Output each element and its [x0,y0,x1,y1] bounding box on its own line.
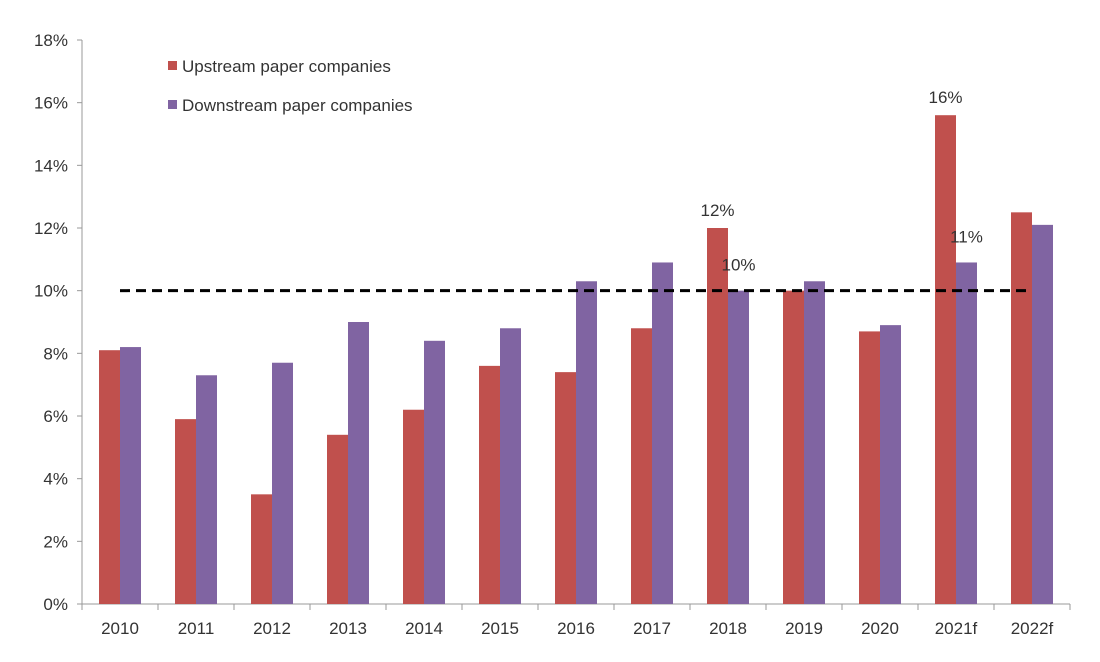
bar-downstream [576,281,597,604]
bar-downstream [1032,224,1053,604]
y-tick-label: 16% [34,94,68,113]
data-label: 10% [721,256,755,275]
bar-downstream [196,375,217,604]
bar-upstream [1011,212,1032,605]
bar-downstream [880,325,901,604]
bar-upstream [327,434,348,604]
bar-downstream [348,322,369,604]
x-tick-label: 2020 [861,619,899,638]
y-tick-label: 2% [43,532,68,551]
bar-downstream [956,262,977,604]
x-tick-label: 2016 [557,619,595,638]
y-tick-label: 0% [43,595,68,614]
y-tick-label: 18% [34,31,68,50]
bar-downstream [120,347,141,604]
bar-upstream [707,228,728,604]
data-label: 12% [700,201,734,220]
legend-label: Downstream paper companies [182,96,413,115]
x-tick-label: 2013 [329,619,367,638]
bar-downstream [728,290,749,604]
bar-upstream [251,494,272,604]
legend-swatch [168,61,177,70]
x-tick-label: 2012 [253,619,291,638]
legend-label: Upstream paper companies [182,57,391,76]
x-tick-label: 2010 [101,619,139,638]
bar-upstream [99,350,120,604]
y-tick-label: 12% [34,219,68,238]
bar-downstream [272,362,293,604]
bar-upstream [631,328,652,604]
y-tick-label: 10% [34,282,68,301]
data-label: 16% [928,88,962,107]
x-tick-label: 2018 [709,619,747,638]
bar-downstream [424,340,445,604]
bar-upstream [859,331,880,604]
legend-swatch [168,100,177,109]
x-tick-label: 2017 [633,619,671,638]
bar-downstream [500,328,521,604]
bar-upstream [403,409,424,604]
x-tick-label: 2019 [785,619,823,638]
bar-upstream [935,115,956,604]
bar-downstream [804,281,825,604]
bar-upstream [479,365,500,604]
y-tick-label: 4% [43,470,68,489]
x-tick-label: 2014 [405,619,443,638]
bar-upstream [783,290,804,604]
x-tick-label: 2015 [481,619,519,638]
bar-upstream [175,419,196,604]
y-tick-label: 14% [34,156,68,175]
x-tick-label: 2021f [935,619,978,638]
y-tick-label: 6% [43,407,68,426]
bar-downstream [652,262,673,604]
x-tick-label: 2022f [1011,619,1054,638]
data-label: 11% [950,227,983,246]
bar-upstream [555,372,576,604]
x-tick-label: 2011 [178,619,215,638]
y-tick-label: 8% [43,344,68,363]
